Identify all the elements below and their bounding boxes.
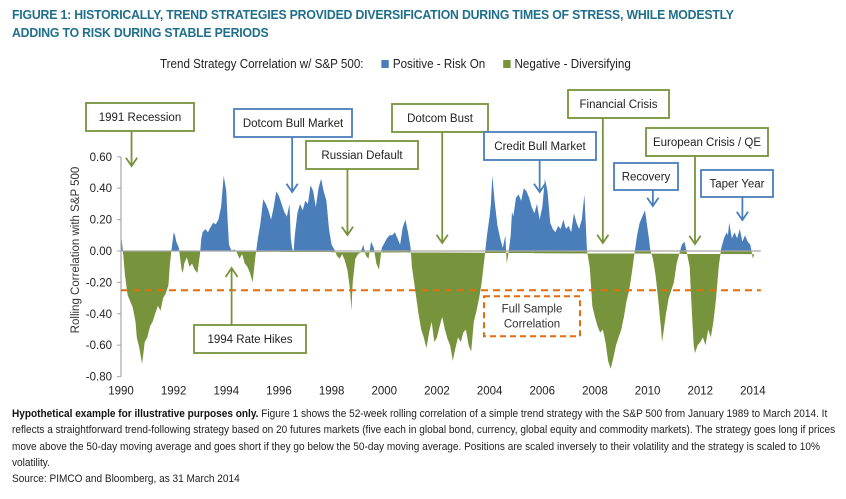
- y-tick-label: 0.40: [90, 183, 112, 195]
- annotation-label: European Crisis / QE: [653, 137, 761, 149]
- arrow-head-icon: [125, 157, 138, 168]
- annotation-box: [305, 140, 419, 170]
- annotation-russian-default: Russian Default: [305, 140, 419, 237]
- caption-text: Figure 1 shows the 52-week rolling corre…: [12, 408, 836, 469]
- x-tick-label: 1994: [214, 386, 240, 398]
- legend-swatch-positive: [381, 59, 390, 68]
- annotation-dotcom-bust: Dotcom Bust: [391, 103, 489, 245]
- y-axis-label: Rolling Correlation with S&P 500: [70, 167, 82, 334]
- arrow-head-icon: [596, 234, 610, 245]
- legend: Trend Strategy Correlation w/ S&P 500: P…: [160, 56, 631, 71]
- caption-source: Source: PIMCO and Bloomberg, as 31 March…: [12, 473, 240, 486]
- x-tick-label: 1992: [161, 386, 187, 398]
- x-tick-label: 2012: [687, 386, 713, 398]
- y-tick-label: 0.60: [90, 152, 112, 164]
- annotation-box: [483, 131, 597, 161]
- x-tick-label: 1998: [319, 386, 345, 398]
- annotation-label: Financial Crisis: [580, 99, 658, 111]
- annotation-box: [613, 162, 679, 191]
- x-tick-label: 2004: [477, 386, 503, 398]
- arrow-head-icon: [735, 211, 749, 222]
- legend-prefix: Trend Strategy Correlation w/ S&P 500:: [160, 56, 364, 71]
- annotation-box: [391, 103, 489, 133]
- annotation-label: Dotcom Bust: [407, 113, 474, 125]
- y-tick-label: -0.80: [86, 372, 112, 384]
- negative-area: [121, 251, 755, 369]
- full-sample-label-line2: Correlation: [504, 318, 560, 330]
- annotation-label: Credit Bull Market: [494, 141, 586, 153]
- annotation-credit-bull-market: Credit Bull Market: [483, 131, 597, 194]
- annotation-box: [645, 127, 769, 157]
- x-tick-label: 1990: [108, 386, 134, 398]
- x-tick-label: 2006: [529, 386, 555, 398]
- full-sample-label-box: [483, 295, 581, 338]
- x-tick-label: 2008: [582, 386, 608, 398]
- arrow-head-icon: [533, 183, 547, 194]
- arrow-head-icon: [224, 266, 239, 278]
- annotation-label: 1994 Rate Hikes: [207, 334, 292, 346]
- annotation-box: [233, 108, 353, 138]
- arrow-head-icon: [435, 234, 449, 245]
- y-tick-label: -0.40: [86, 309, 112, 321]
- annotation-label: 1991 Recession: [99, 112, 181, 124]
- caption: Hypothetical example for illustrative pu…: [12, 406, 840, 487]
- annotation-taper-year: Taper Year: [700, 169, 774, 222]
- arrow-head-icon: [646, 197, 660, 208]
- arrow-head-icon: [341, 226, 354, 237]
- annotation-label: Russian Default: [321, 150, 403, 162]
- x-tick-label: 2014: [740, 386, 766, 398]
- annotation-dotcom-bull-market: Dotcom Bull Market: [233, 108, 353, 194]
- annotation-box: [700, 169, 774, 198]
- annotation-box: [567, 89, 670, 119]
- y-tick-label: -0.60: [86, 340, 112, 352]
- x-tick-label: 2000: [372, 386, 398, 398]
- x-tick-label: 1996: [266, 386, 292, 398]
- annotation-1991-recession: 1991 Recession: [85, 102, 195, 168]
- y-tick-label: -0.20: [86, 277, 112, 289]
- y-tick-label: 0.20: [90, 215, 112, 227]
- correlation-chart: 0.60 0.40 0.20 0.00 -0.20 -0.40 -0.60 -0.80 1990…: [70, 89, 774, 398]
- annotation-european-crisis-qe: European Crisis / QE: [645, 127, 769, 246]
- arrow-head-icon: [688, 235, 702, 246]
- annotation-1994-rate-hikes: 1994 Rate Hikes: [193, 266, 307, 354]
- x-tick-label: 2010: [635, 386, 661, 398]
- arrow-head-icon: [285, 183, 299, 194]
- annotation-box: [85, 102, 195, 132]
- x-tick-label: 2002: [424, 386, 450, 398]
- full-sample-label-line1: Full Sample: [502, 303, 563, 315]
- annotation-label: Recovery: [622, 172, 671, 184]
- y-tick-label: 0.00: [90, 246, 112, 258]
- legend-label-positive: Positive - Risk On: [392, 56, 486, 71]
- annotation-recovery: Recovery: [613, 162, 679, 208]
- annotation-financial-crisis: Financial Crisis: [567, 89, 670, 245]
- figure-title: FIGURE 1: HISTORICALLY, TREND STRATEGIES…: [12, 7, 734, 40]
- annotation-label: Taper Year: [710, 179, 765, 191]
- caption-disclaimer: Hypothetical example for illustrative pu…: [12, 408, 259, 420]
- legend-label-negative: Negative - Diversifying: [514, 56, 631, 71]
- legend-swatch-negative: [503, 59, 511, 68]
- annotation-box: [193, 324, 307, 354]
- positive-area: [121, 175, 752, 251]
- annotation-label: Dotcom Bull Market: [243, 118, 344, 130]
